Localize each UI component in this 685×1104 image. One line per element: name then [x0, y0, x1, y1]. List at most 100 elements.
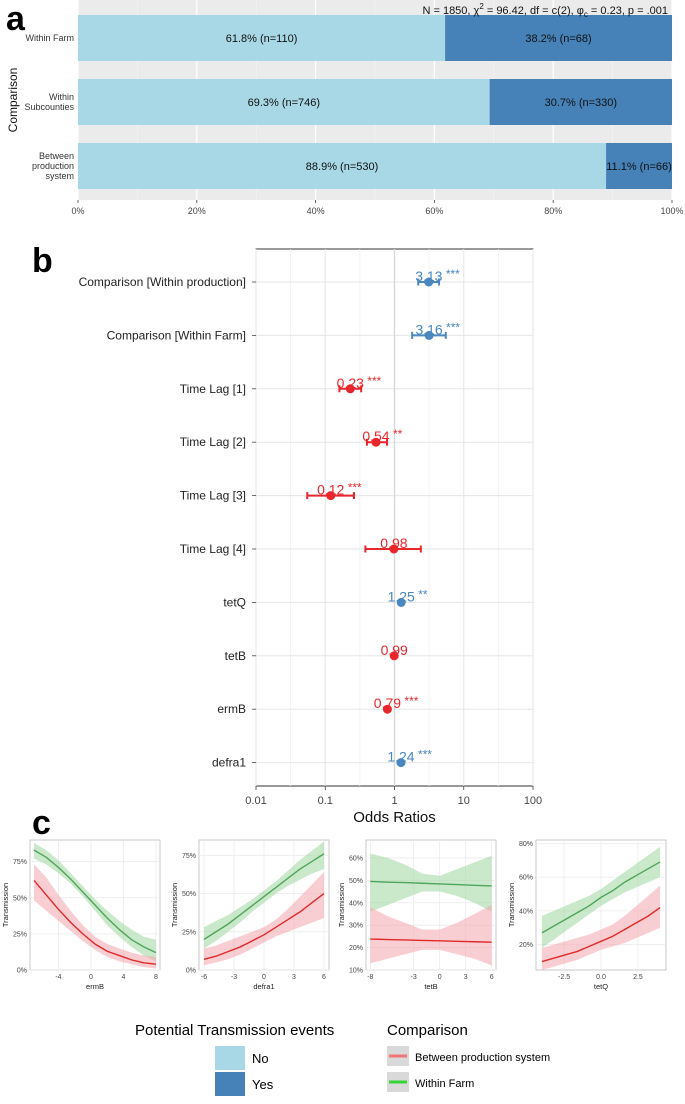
estimate-label-5: 0.98 [380, 535, 407, 551]
ci-band-between-tetQ [541, 885, 661, 970]
point-estimate-2 [345, 384, 355, 394]
c-y-tick-label-3-2: 60% [519, 875, 533, 882]
b-x-tick-label-2: 1 [391, 795, 397, 807]
significance-stars-0: *** [446, 267, 460, 281]
c-y-tick-label-2-5: 60% [349, 855, 363, 862]
ci-band-between-ermB [34, 864, 156, 969]
category-label-2-0: Between [39, 151, 74, 161]
trend-line-withinfarm-tetQ [541, 861, 661, 934]
estimate-label-6: 1.25 [388, 588, 415, 604]
c-x-tick-label-0-0: -4 [55, 974, 61, 981]
c-y-tick-label-2-0: 10% [349, 968, 363, 975]
bar-no-2 [78, 143, 607, 189]
chart-subtitle: N = 1850, χ2 = 96.42, df = c(2), φc = 0.… [422, 2, 668, 19]
c-x-tick-label-0-1: 0 [89, 974, 93, 981]
legend-label-yes: Yes [252, 1077, 274, 1092]
estimate-label-4: 0.12 [317, 482, 344, 498]
marginal-plot-tetB: 10% 20% 30% 40% 50% 60% -8 -3 0 3 6 tetB Transmissio… [337, 839, 497, 991]
term-label-1: Comparison [Within Farm] [107, 328, 246, 342]
subtitle-chi-superscript: 2 [479, 2, 484, 11]
trend-line-withinfarm-tetB [370, 880, 492, 887]
b-x-tick-label-3: 10 [458, 795, 470, 807]
significance-stars-4: *** [348, 481, 362, 495]
c-x-tick-label-2-1: -3 [411, 974, 417, 981]
c-y-tick-label-2-3: 40% [349, 900, 363, 907]
bar-yes-2 [606, 143, 672, 189]
bar-label-no-0: 61.8% (n=110) [226, 33, 298, 45]
c-y-tick-label-1-2: 50% [182, 891, 196, 898]
b-x-axis-title: Odds Ratios [353, 809, 436, 826]
significance-stars-1: *** [446, 320, 460, 334]
c-x-tick-label-1-0: -6 [201, 974, 207, 981]
legend-comparison-title: Comparison [387, 1022, 468, 1039]
legend-transmission-title: Potential Transmission events [135, 1022, 334, 1039]
c-y-tick-label-1-0: 0% [186, 968, 196, 975]
term-label-7: tetB [225, 649, 246, 663]
c-y-tick-label-1-1: 25% [182, 929, 196, 936]
c-x-axis-title-3: tetQ [594, 982, 608, 991]
subtitle-phi-subscript: c [584, 10, 588, 19]
bar-yes-1 [489, 79, 672, 125]
panel-label-b: b [32, 242, 53, 280]
ci-band-between-defra1 [204, 872, 324, 966]
marginal-plot-defra1: 0% 25% 50% 75% -6 -3 0 3 6 defra1 Transmission [170, 839, 330, 991]
category-label-2-2: system [45, 171, 74, 181]
ci-band-withinfarm-tetB [370, 853, 492, 912]
c-x-tick-label-1-1: -3 [231, 974, 237, 981]
subtitle-chi: χ [474, 5, 480, 17]
c-y-tick-label-3-1: 40% [519, 908, 533, 915]
trend-line-between-tetB [370, 938, 492, 943]
point-estimate-0 [424, 277, 434, 287]
y-axis-title: Comparison [6, 68, 20, 133]
b-x-tick-label-1: 0.1 [318, 795, 333, 807]
point-estimate-7 [389, 651, 399, 661]
legend-swatch-yes [215, 1072, 245, 1096]
c-y-axis-title-0: Transmission [1, 883, 10, 927]
c-y-tick-label-2-4: 50% [349, 878, 363, 885]
c-x-tick-label-0-3: 8 [154, 974, 158, 981]
category-label-0-0: Within Farm [25, 33, 74, 43]
point-estimate-5 [389, 544, 399, 554]
trend-line-between-ermB [33, 879, 157, 965]
bar-label-yes-0: 38.2% (n=68) [525, 33, 591, 45]
x-tick-label-4: 80% [544, 206, 562, 216]
estimate-label-3: 0.54 [362, 428, 389, 444]
bar-label-no-1: 69.3% (n=746) [248, 97, 320, 109]
significance-stars-2: *** [367, 374, 381, 388]
c-y-tick-label-1-3: 75% [182, 853, 196, 860]
bar-no-1 [78, 79, 490, 125]
category-label-1-0: Within [49, 92, 74, 102]
term-label-6: tetQ [223, 595, 246, 609]
marginal-plot-ermB: 0% 25% 50% 75% -4 0 4 8 ermB Transmission [1, 839, 161, 991]
c-x-tick-label-3-0: -2.5 [558, 974, 570, 981]
significance-stars-6: ** [418, 587, 428, 601]
c-x-tick-label-2-2: 0 [438, 974, 442, 981]
bar-yes-0 [445, 15, 672, 61]
estimate-label-0: 3.13 [415, 268, 442, 284]
panel-b-forest-plot: Comparison [Within production] 3.13 *** Com… [79, 248, 542, 826]
trend-line-between-defra1 [203, 892, 325, 960]
significance-stars-8: *** [404, 694, 418, 708]
term-label-3: Time Lag [2] [180, 435, 246, 449]
ci-band-withinfarm-defra1 [204, 841, 324, 949]
panel-label-a: a [6, 0, 26, 38]
c-y-tick-label-2-2: 30% [349, 923, 363, 930]
estimate-label-7: 0.99 [381, 642, 408, 658]
estimate-label-1: 3.16 [415, 321, 442, 337]
category-label-1-1: Subcounties [24, 102, 74, 112]
significance-stars-3: ** [393, 427, 403, 441]
term-label-4: Time Lag [3] [180, 489, 246, 503]
term-label-0: Comparison [Within production] [79, 275, 246, 289]
legend-label-withinfarm: Within Farm [415, 1078, 474, 1090]
c-y-tick-label-0-2: 50% [13, 895, 27, 902]
c-x-tick-label-1-3: 3 [292, 974, 296, 981]
legend-comparison: Comparison Between production system Wit… [387, 1022, 550, 1092]
point-estimate-9 [396, 758, 406, 768]
c-y-tick-label-2-1: 20% [349, 945, 363, 952]
x-tick-label-2: 40% [307, 206, 325, 216]
c-x-tick-label-0-2: 4 [121, 974, 125, 981]
bar-label-no-2: 88.9% (n=530) [306, 161, 378, 173]
c-x-tick-label-1-4: 6 [322, 974, 326, 981]
c-y-tick-label-3-3: 80% [519, 841, 533, 848]
